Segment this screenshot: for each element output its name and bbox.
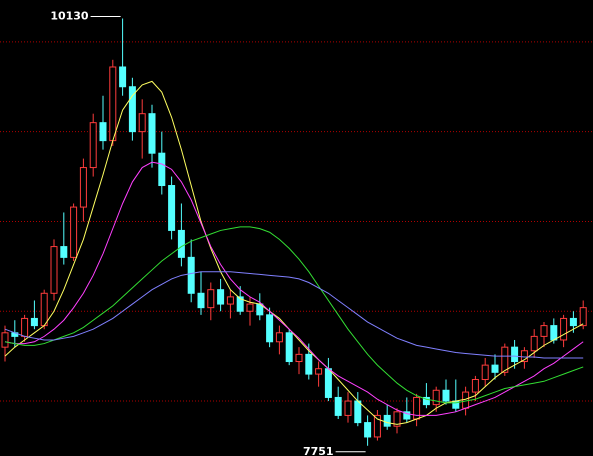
candle-body [540, 325, 548, 337]
candle-body [246, 303, 254, 312]
candle-body [89, 122, 97, 169]
moving-average-line [4, 226, 584, 404]
candle-body [579, 307, 587, 327]
candle-body [177, 229, 185, 258]
moving-average-line [4, 271, 584, 359]
candle-body [511, 346, 519, 363]
candle-body [138, 113, 146, 133]
candle-body [128, 86, 136, 133]
candle-body [275, 332, 283, 343]
candle-body [50, 246, 58, 294]
candle-body [158, 152, 166, 187]
candle-body [236, 296, 244, 312]
candle-body [442, 389, 450, 402]
candle-body [560, 317, 568, 341]
candle-body [373, 414, 381, 438]
candle-body [403, 411, 411, 420]
candle-body [432, 389, 440, 406]
candle-body [79, 167, 87, 208]
candle-body [207, 289, 215, 309]
candle-body [295, 353, 303, 363]
candle-body [70, 206, 78, 258]
candle-body [40, 292, 48, 327]
candle-body [530, 335, 538, 352]
candle-body [285, 332, 293, 363]
candle-body [148, 113, 156, 154]
candle-body [569, 317, 577, 327]
candle-body [187, 256, 195, 294]
candle-body [471, 378, 479, 393]
candle-body [354, 400, 362, 424]
candle-body [422, 396, 430, 406]
candle-body [109, 66, 117, 142]
candle-body [197, 292, 205, 309]
candle-body [99, 122, 107, 142]
moving-average-line [4, 161, 584, 416]
candle-body [21, 317, 29, 337]
candle-body [315, 368, 323, 375]
candle-body [481, 364, 489, 380]
annotation-label: 7751 [303, 445, 334, 456]
candle-body [305, 353, 313, 375]
candle-body [393, 411, 401, 427]
candle-body [266, 314, 274, 343]
candle-body [119, 66, 127, 88]
candle-body [168, 185, 176, 231]
candle-body [491, 364, 499, 373]
candle-body [217, 289, 225, 305]
candle-body [226, 296, 234, 305]
candle-body [324, 368, 332, 398]
candle-body [60, 246, 68, 258]
candle-body [520, 350, 528, 363]
candle-body [344, 400, 352, 416]
candle-body [550, 325, 558, 341]
candle-body [383, 414, 391, 427]
candle-body [1, 332, 9, 348]
moving-average-line [4, 80, 584, 425]
candle-body [462, 391, 470, 409]
candle-body [364, 422, 372, 438]
candle-body [30, 317, 38, 327]
candle-body [501, 346, 509, 373]
candle-body [334, 396, 342, 416]
annotation-label: 10130 [50, 9, 89, 22]
